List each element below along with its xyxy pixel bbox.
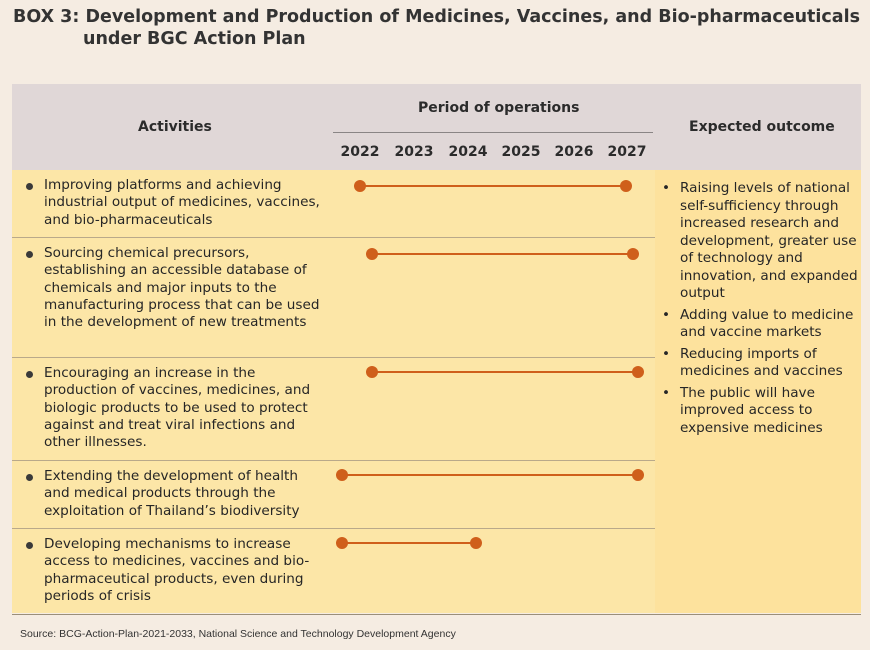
row-divider [12,460,655,461]
year-2022: 2022 [340,144,380,160]
row-divider [12,528,655,529]
outcome-bullet: • [662,180,671,196]
timeline-bar-2 [372,253,633,255]
box-title-line2: under BGC Action Plan [83,29,306,49]
timeline-start-5 [336,537,348,549]
row-divider [12,357,655,358]
row-divider [12,237,655,238]
timeline-bar-4 [342,474,638,476]
outcome-bullet: • [662,384,671,401]
bullet-dot [26,474,33,481]
timeline-start-1 [354,180,366,192]
year-2023: 2023 [394,144,434,160]
timeline-start-4 [336,469,348,481]
bullet-dot [26,183,33,190]
timeline-bar-3 [372,371,638,373]
activity-table: Activities Period of operations 2022 202… [12,84,861,614]
activities-header: Activities [138,119,212,135]
period-header: Period of operations [418,100,580,116]
timeline-start-2 [366,248,378,260]
bullet-dot [26,542,33,549]
outcome-bullet: • [662,345,671,362]
activity-row-5: Developing mechanisms to increase access… [26,536,326,605]
outcome-item: • Adding value to medicine and vaccine ma… [662,307,858,342]
timeline-bar-5 [342,542,476,544]
period-divider [333,132,653,133]
activity-row-3: Encouraging an increase in the productio… [26,365,326,451]
outcome-item: • Reducing imports of medicines and vacci… [662,346,858,381]
bullet-dot [26,371,33,378]
activity-text: Extending the development of health and … [44,468,300,519]
outcome-text: Adding value to medicine and vaccine mar… [680,306,854,341]
source-note: Source: BCG-Action-Plan-2021-2033, Natio… [20,628,456,640]
activity-text: Encouraging an increase in the productio… [44,365,311,451]
timeline-end-3 [632,366,644,378]
timeline-start-3 [366,366,378,378]
table-header: Activities Period of operations 2022 202… [12,84,861,170]
outcome-bullet: • [662,306,671,323]
outcome-column [655,170,861,613]
outcome-header: Expected outcome [689,119,835,135]
activity-text: Developing mechanisms to increase access… [44,536,310,604]
outcome-item: • The public will have improved access to… [662,385,858,438]
outcome-item: • Raising levels of national self-suffici… [662,180,858,303]
table-bottom-rule [12,614,861,615]
outcome-text: The public will have improved access to … [680,384,823,436]
table-body: Improving platforms and achieving indust… [12,170,861,613]
year-2027: 2027 [607,144,647,160]
box-title-line1: BOX 3: Development and Production of Med… [13,7,861,27]
outcome-text: Raising levels of national self-sufficie… [680,180,858,301]
expected-outcome-list: • Raising levels of national self-suffici… [662,180,858,441]
outcome-text: Reducing imports of medicines and vaccin… [680,345,843,380]
timeline-end-5 [470,537,482,549]
year-2025: 2025 [501,144,541,160]
activity-row-2: Sourcing chemical precursors, establishi… [26,245,326,331]
timeline-end-4 [632,469,644,481]
activity-text: Improving platforms and achieving indust… [44,177,320,228]
activity-row-1: Improving platforms and achieving indust… [26,177,326,229]
year-2026: 2026 [554,144,594,160]
bullet-dot [26,251,33,258]
box-title: BOX 3: Development and Production of Med… [13,6,863,50]
timeline-end-1 [620,180,632,192]
year-2024: 2024 [448,144,488,160]
timeline-bar-1 [360,185,626,187]
activity-row-4: Extending the development of health and … [26,468,326,520]
activity-text: Sourcing chemical precursors, establishi… [44,245,320,331]
timeline-end-2 [627,248,639,260]
